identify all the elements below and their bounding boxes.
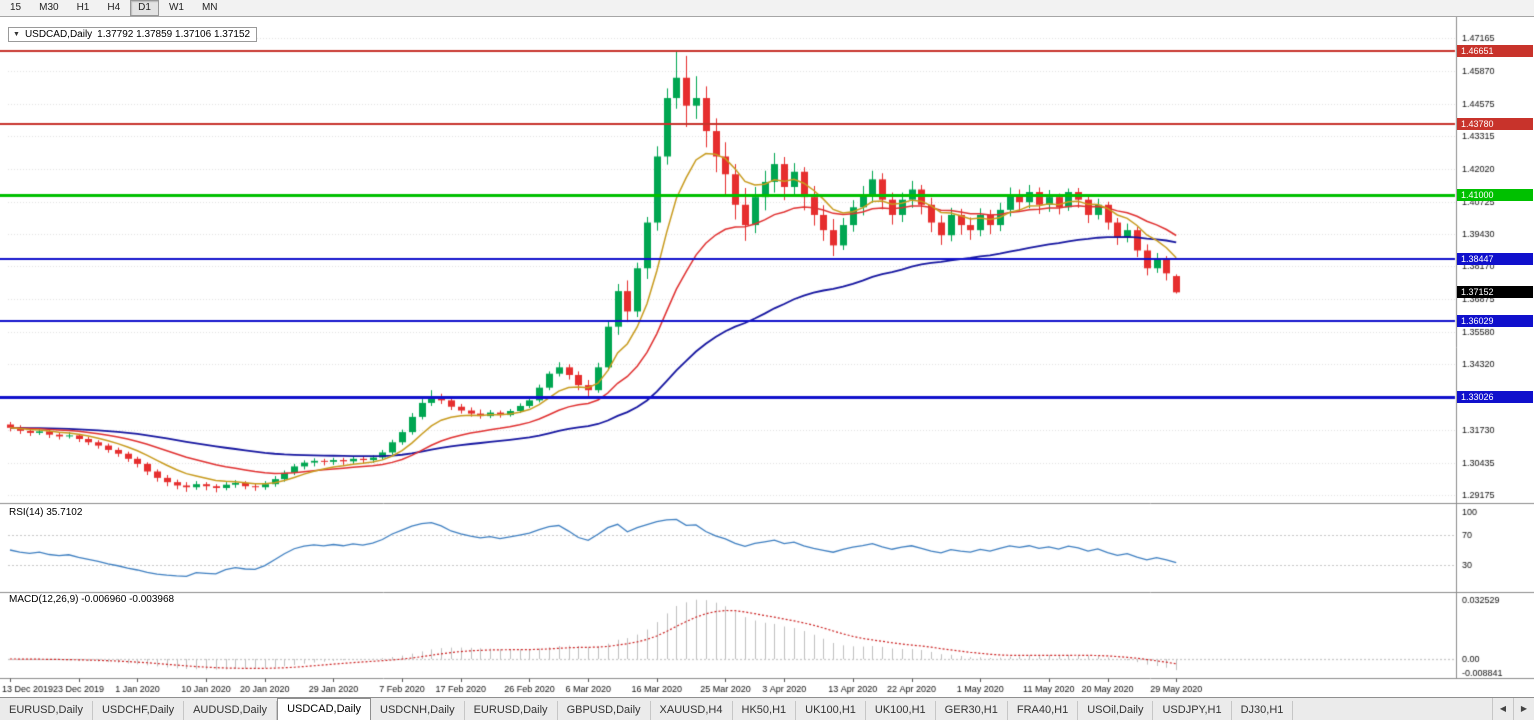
chart-tab-xauusd-h4[interactable]: XAUUSD,H4 bbox=[651, 701, 733, 720]
timeframe-button-w1[interactable]: W1 bbox=[168, 2, 184, 13]
chart-tab-gbpusd-daily[interactable]: GBPUSD,Daily bbox=[558, 701, 651, 720]
rsi-indicator-label: RSI(14) 35.7102 bbox=[9, 507, 83, 518]
timeframe-button-mn[interactable]: MN bbox=[201, 2, 218, 13]
chart-tab-audusd-daily[interactable]: AUDUSD,Daily bbox=[184, 701, 278, 720]
hline-price-tag[interactable]: 1.33026 bbox=[1457, 391, 1533, 404]
chart-tab-usdchf-daily[interactable]: USDCHF,Daily bbox=[93, 701, 185, 720]
chart-tab-eurusd-daily[interactable]: EURUSD,Daily bbox=[0, 701, 93, 720]
price-chart-canvas[interactable] bbox=[0, 17, 1534, 697]
chart-tab-eurusd-daily[interactable]: EURUSD,Daily bbox=[465, 701, 558, 720]
hline-price-tag[interactable]: 1.36029 bbox=[1457, 314, 1533, 327]
chevron-down-icon: ▼ bbox=[13, 31, 20, 38]
timeframe-toolbar: 15 M30 H1 H4 D1 W1 MN bbox=[0, 0, 1534, 17]
chart-tab-usdcad-daily[interactable]: USDCAD,Daily bbox=[277, 698, 372, 720]
chart-title-box[interactable]: ▼ USDCAD,Daily 1.37792 1.37859 1.37106 1… bbox=[8, 27, 258, 42]
chart-tab-ger30-h1[interactable]: GER30,H1 bbox=[936, 701, 1008, 720]
chart-tabs-bar: EURUSD,Daily USDCHF,Daily AUDUSD,Daily USDC… bbox=[0, 697, 1534, 720]
hline-price-tag[interactable]: 1.38447 bbox=[1457, 253, 1533, 266]
hline-price-tag[interactable]: 1.41000 bbox=[1457, 188, 1533, 201]
timeframe-button-m30[interactable]: M30 bbox=[39, 2, 59, 13]
timeframe-button-h1[interactable]: H1 bbox=[76, 2, 90, 13]
timeframe-button-d1[interactable]: D1 bbox=[130, 0, 159, 16]
chart-tab-fra40-h1[interactable]: FRA40,H1 bbox=[1008, 701, 1079, 720]
hline-price-tag[interactable]: 1.46651 bbox=[1457, 45, 1533, 58]
timeframe-button-h4[interactable]: H4 bbox=[107, 2, 121, 13]
tabs-scroll-left-button[interactable]: ◀ bbox=[1492, 698, 1513, 720]
chart-tabs: EURUSD,Daily USDCHF,Daily AUDUSD,Daily USDC… bbox=[0, 698, 1294, 720]
chart-tab-uk100-h1[interactable]: UK100,H1 bbox=[796, 701, 866, 720]
tabs-scroll-controls: ◀ ▶ bbox=[1492, 698, 1534, 720]
hline-price-tag[interactable]: 1.43780 bbox=[1457, 117, 1533, 130]
chart-ohlc-values: 1.37792 1.37859 1.37106 1.37152 bbox=[97, 29, 251, 40]
chart-tab-hk50-h1[interactable]: HK50,H1 bbox=[733, 701, 797, 720]
chart-tab-usdjpy-h1[interactable]: USDJPY,H1 bbox=[1153, 701, 1232, 720]
chart-tab-usoil-daily[interactable]: USOil,Daily bbox=[1078, 701, 1154, 720]
chart-tab-uk100-h1[interactable]: UK100,H1 bbox=[866, 701, 936, 720]
chart-tab-dj30-h1[interactable]: DJ30,H1 bbox=[1232, 701, 1294, 720]
tabs-scroll-right-button[interactable]: ▶ bbox=[1513, 698, 1534, 720]
timeframe-button-15[interactable]: 15 bbox=[10, 2, 22, 13]
chart-symbol-label: USDCAD,Daily bbox=[24, 29, 93, 40]
chart-tab-usdcnh-daily[interactable]: USDCNH,Daily bbox=[371, 701, 465, 720]
current-price-tag: 1.37152 bbox=[1457, 286, 1533, 299]
macd-indicator-label: MACD(12,26,9) -0.006960 -0.003968 bbox=[9, 594, 175, 605]
